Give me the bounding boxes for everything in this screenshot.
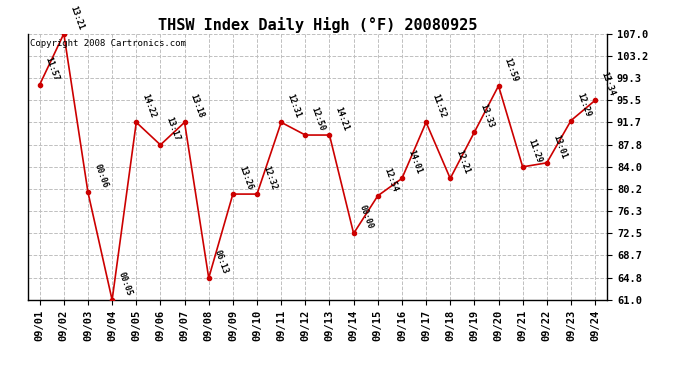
Text: 13:18: 13:18 [189, 93, 206, 120]
Text: 12:54: 12:54 [382, 166, 399, 193]
Text: 14:22: 14:22 [141, 93, 157, 120]
Text: 12:29: 12:29 [575, 91, 592, 118]
Text: 12:50: 12:50 [310, 106, 326, 132]
Text: 13:21: 13:21 [68, 4, 85, 31]
Text: 13:17: 13:17 [165, 116, 181, 142]
Title: THSW Index Daily High (°F) 20080925: THSW Index Daily High (°F) 20080925 [158, 16, 477, 33]
Text: 12:21: 12:21 [455, 149, 471, 176]
Text: 06:13: 06:13 [213, 249, 230, 275]
Text: 12:31: 12:31 [286, 93, 302, 120]
Text: 13:33: 13:33 [479, 103, 495, 129]
Text: 00:05: 00:05 [117, 271, 133, 297]
Text: 14:21: 14:21 [334, 106, 351, 132]
Text: 00:06: 00:06 [92, 163, 109, 190]
Text: 11:57: 11:57 [44, 56, 61, 82]
Text: Copyright 2008 Cartronics.com: Copyright 2008 Cartronics.com [30, 39, 186, 48]
Text: 13:01: 13:01 [551, 134, 568, 160]
Text: 11:52: 11:52 [431, 93, 447, 120]
Text: 13:34: 13:34 [600, 71, 616, 98]
Text: 12:59: 12:59 [503, 57, 520, 83]
Text: 13:26: 13:26 [237, 165, 254, 191]
Text: 11:29: 11:29 [527, 138, 544, 164]
Text: 12:32: 12:32 [262, 165, 278, 191]
Text: 00:00: 00:00 [358, 204, 375, 231]
Text: 14:01: 14:01 [406, 149, 423, 176]
